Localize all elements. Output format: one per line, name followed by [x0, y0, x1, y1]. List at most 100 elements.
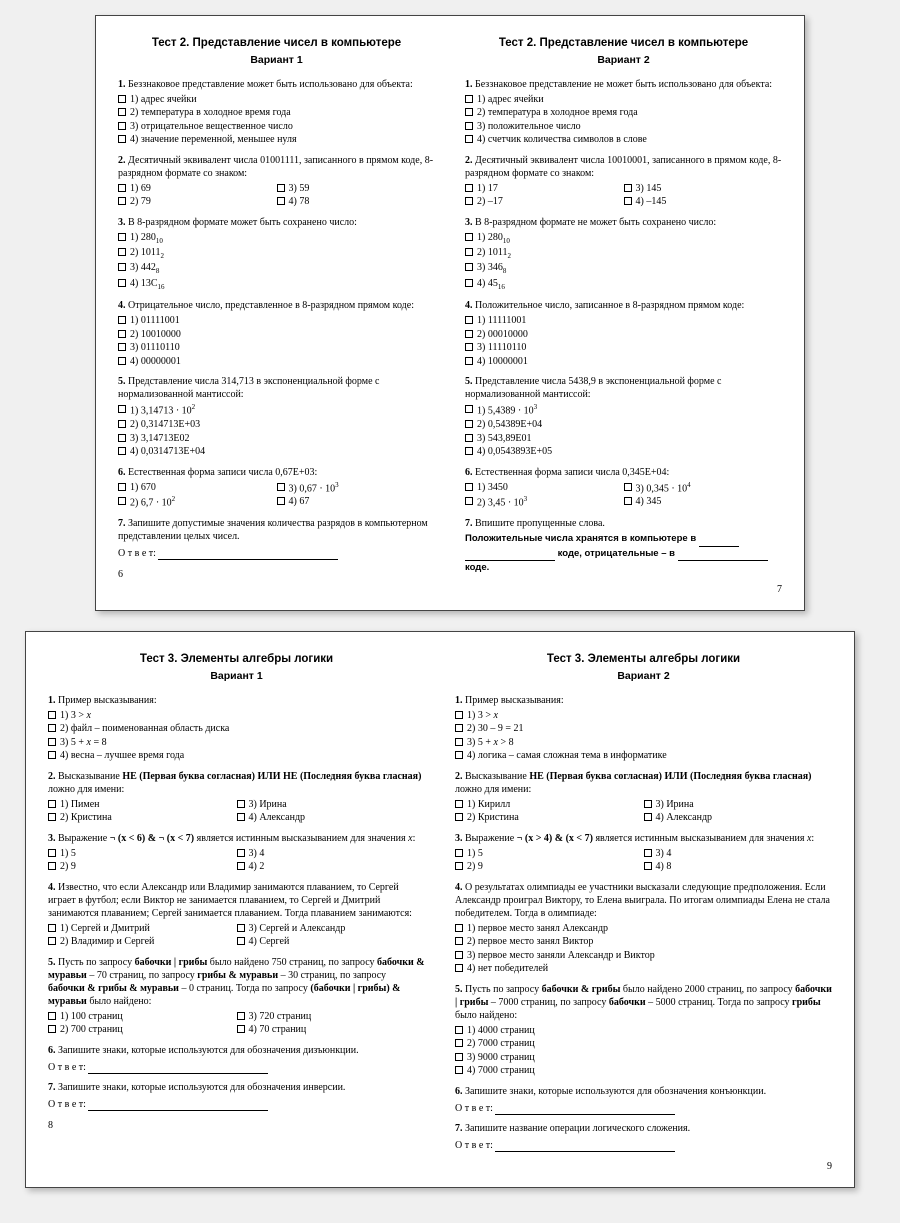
- option[interactable]: 4) 0,0543893E+05: [465, 445, 782, 459]
- option[interactable]: 2) файл – поименованная область диска: [48, 722, 425, 736]
- option[interactable]: 4) 70 страниц: [237, 1023, 426, 1037]
- option[interactable]: 3) первое место заняли Александр и Викто…: [455, 949, 832, 963]
- option[interactable]: 3) 59: [277, 182, 436, 196]
- checkbox-icon: [465, 184, 473, 192]
- option[interactable]: 2) температура в холодное время года: [465, 106, 782, 120]
- option[interactable]: 2) 10112: [465, 246, 782, 261]
- option[interactable]: 1) 3 > x: [48, 709, 425, 723]
- option[interactable]: 4) Сергей: [237, 935, 426, 949]
- option[interactable]: 3) 0,67 · 103: [277, 481, 436, 496]
- option[interactable]: 1) 3,14713 · 102: [118, 403, 435, 418]
- option[interactable]: 2) 3,45 · 103: [465, 495, 624, 510]
- option[interactable]: 4) 2: [237, 860, 426, 874]
- option[interactable]: 1) Сергей и Дмитрий: [48, 922, 237, 936]
- option[interactable]: 4) 0,0314713E+04: [118, 445, 435, 459]
- option[interactable]: 3) 720 страниц: [237, 1010, 426, 1024]
- option[interactable]: 3) 11110110: [465, 341, 782, 355]
- option[interactable]: 3) 3468: [465, 261, 782, 276]
- option[interactable]: 3) 5 + x = 8: [48, 736, 425, 750]
- checkbox-icon: [237, 1012, 245, 1020]
- option[interactable]: 3) положительное число: [465, 120, 782, 134]
- option[interactable]: 2) Кристина: [455, 811, 644, 825]
- option[interactable]: 2) 0,54389E+04: [465, 418, 782, 432]
- option[interactable]: 4) 13C16: [118, 277, 435, 292]
- option[interactable]: 4) 345: [624, 495, 783, 510]
- option[interactable]: 4) значение переменной, меньшее нуля: [118, 133, 435, 147]
- option[interactable]: 1) 01111001: [118, 314, 435, 328]
- option[interactable]: 1) 17: [465, 182, 624, 196]
- option[interactable]: 2) первое место занял Виктор: [455, 935, 832, 949]
- option[interactable]: 4) 8: [644, 860, 833, 874]
- q4: 4. О результатах олимпиады ее участники …: [455, 881, 832, 976]
- option[interactable]: 4) нет победителей: [455, 962, 832, 976]
- option[interactable]: 1) 5: [455, 847, 644, 861]
- fill-blank[interactable]: [465, 551, 555, 561]
- option[interactable]: 1) 5,4389 · 103: [465, 403, 782, 418]
- option[interactable]: 4) 7000 страниц: [455, 1064, 832, 1078]
- answer-blank[interactable]: [88, 1101, 268, 1111]
- option[interactable]: 4) 10000001: [465, 355, 782, 369]
- option[interactable]: 1) 5: [48, 847, 237, 861]
- option[interactable]: 2) 7000 страниц: [455, 1037, 832, 1051]
- option[interactable]: 2) 30 – 9 = 21: [455, 722, 832, 736]
- option[interactable]: 1) 28010: [465, 231, 782, 246]
- option[interactable]: 3) Ирина: [237, 798, 426, 812]
- option[interactable]: 1) адрес ячейки: [465, 93, 782, 107]
- option[interactable]: 4) Александр: [237, 811, 426, 825]
- option[interactable]: 4) 67: [277, 495, 436, 510]
- option[interactable]: 4) логика – самая сложная тема в информа…: [455, 749, 832, 763]
- option[interactable]: 1) 4000 страниц: [455, 1024, 832, 1038]
- option[interactable]: 4) Александр: [644, 811, 833, 825]
- option[interactable]: 2) 6,7 · 102: [118, 495, 277, 510]
- answer-blank[interactable]: [495, 1142, 675, 1152]
- option[interactable]: 4) 00000001: [118, 355, 435, 369]
- option[interactable]: 4) счетчик количества символов в слове: [465, 133, 782, 147]
- option[interactable]: 1) адрес ячейки: [118, 93, 435, 107]
- option[interactable]: 1) 28010: [118, 231, 435, 246]
- option[interactable]: 3) 01110110: [118, 341, 435, 355]
- option[interactable]: 2) 700 страниц: [48, 1023, 237, 1037]
- fill-blank[interactable]: [699, 537, 739, 547]
- option[interactable]: 3) 4: [237, 847, 426, 861]
- option[interactable]: 1) 100 страниц: [48, 1010, 237, 1024]
- fill-blank[interactable]: [678, 551, 768, 561]
- option[interactable]: 1) 3 > x: [455, 709, 832, 723]
- option[interactable]: 2) 10112: [118, 246, 435, 261]
- option[interactable]: 3) 4: [644, 847, 833, 861]
- option[interactable]: 2) Владимир и Сергей: [48, 935, 237, 949]
- option[interactable]: 3) 543,89E01: [465, 432, 782, 446]
- option[interactable]: 3) 4428: [118, 261, 435, 276]
- option[interactable]: 2) 9: [48, 860, 237, 874]
- answer-blank[interactable]: [495, 1105, 675, 1115]
- option[interactable]: 2) 9: [455, 860, 644, 874]
- option[interactable]: 3) 145: [624, 182, 783, 196]
- option[interactable]: 2) 79: [118, 195, 277, 209]
- option[interactable]: 1) 3450: [465, 481, 624, 496]
- option[interactable]: 2) 00010000: [465, 328, 782, 342]
- option[interactable]: 2) 0,314713E+03: [118, 418, 435, 432]
- option[interactable]: 4) 78: [277, 195, 436, 209]
- option[interactable]: 3) 0,345 · 104: [624, 481, 783, 496]
- option[interactable]: 1) 670: [118, 481, 277, 496]
- option[interactable]: 4) весна – лучшее время года: [48, 749, 425, 763]
- option[interactable]: 2) Кристина: [48, 811, 237, 825]
- option[interactable]: 1) первое место занял Александр: [455, 922, 832, 936]
- option[interactable]: 1) 69: [118, 182, 277, 196]
- option[interactable]: 1) 11111001: [465, 314, 782, 328]
- checkbox-icon: [465, 316, 473, 324]
- option[interactable]: 4) 4516: [465, 277, 782, 292]
- option[interactable]: 3) Ирина: [644, 798, 833, 812]
- option[interactable]: 1) Пимен: [48, 798, 237, 812]
- option[interactable]: 4) –145: [624, 195, 783, 209]
- option[interactable]: 2) 10010000: [118, 328, 435, 342]
- answer-blank[interactable]: [88, 1064, 268, 1074]
- option[interactable]: 3) 5 + x > 8: [455, 736, 832, 750]
- option[interactable]: 3) 9000 страниц: [455, 1051, 832, 1065]
- answer-blank[interactable]: [158, 550, 338, 560]
- option[interactable]: 1) Кирилл: [455, 798, 644, 812]
- option[interactable]: 3) отрицательное вещественное число: [118, 120, 435, 134]
- option[interactable]: 3) 3,14713E02: [118, 432, 435, 446]
- option[interactable]: 2) –17: [465, 195, 624, 209]
- option[interactable]: 3) Сергей и Александр: [237, 922, 426, 936]
- option[interactable]: 2) температура в холодное время года: [118, 106, 435, 120]
